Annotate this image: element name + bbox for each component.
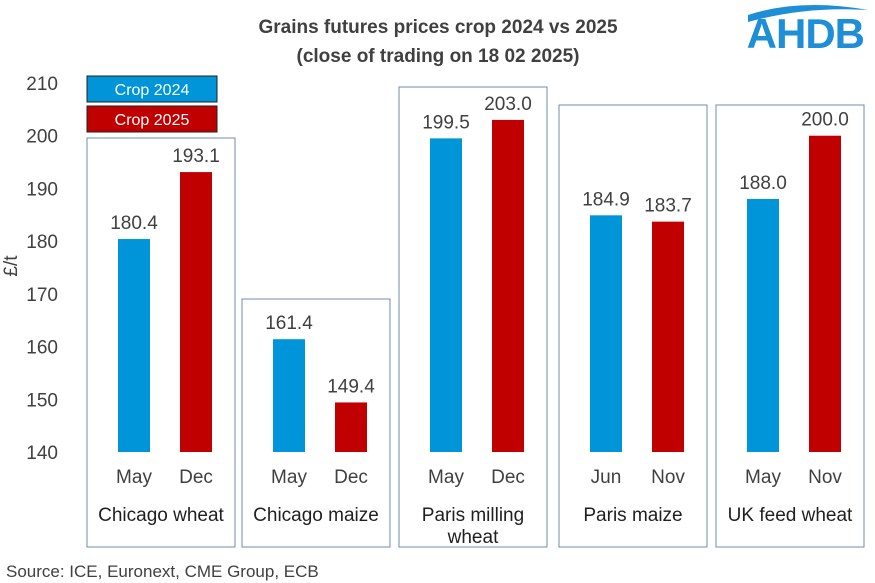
data-label: 183.7 (644, 196, 692, 217)
data-labels: 180.4 193.1 161.4 149.4 199.5 203.0 184.9 183.7… (110, 94, 849, 398)
y-tick-label: 190 (26, 179, 58, 200)
y-tick-label: 150 (26, 390, 58, 411)
category-label: May (116, 467, 152, 488)
data-label: 193.1 (172, 146, 220, 167)
group-label: Paris milling (422, 505, 524, 526)
y-tick-label: 200 (26, 127, 58, 148)
data-label: 180.4 (110, 213, 158, 234)
group-frames (86, 86, 865, 548)
category-labels: May Dec May Dec May Dec Jun Nov May Nov (116, 467, 842, 488)
y-tick-label: 160 (26, 338, 58, 359)
bar (273, 339, 305, 452)
bar (492, 119, 524, 453)
ahdb-logo: AHDB (747, 5, 868, 57)
y-tick-label: 210 (26, 74, 58, 95)
y-tick-label: 140 (26, 443, 58, 464)
legend-swatch (86, 75, 218, 103)
bar (118, 239, 150, 452)
category-label: May (271, 467, 307, 488)
bars (118, 119, 841, 453)
group-frame (241, 298, 391, 548)
logo-swoosh (748, 5, 868, 22)
legend-label: Crop 2025 (115, 112, 190, 129)
data-label: 161.4 (265, 313, 313, 334)
bar (335, 402, 367, 452)
group-frame (558, 104, 708, 548)
category-label: May (745, 467, 781, 488)
legend-swatch (86, 105, 218, 133)
category-label: Dec (491, 467, 525, 488)
group-label: Chicago wheat (98, 505, 224, 526)
chart-title-line-1: Grains futures prices crop 2024 vs 2025 (258, 17, 618, 38)
data-label: 203.0 (484, 94, 532, 115)
bar (652, 221, 684, 452)
chart-title: Grains futures prices crop 2024 vs 2025 … (258, 17, 618, 67)
legend: Crop 2024 Crop 2025 (86, 75, 218, 133)
group-label: UK feed wheat (728, 505, 853, 526)
data-label: 199.5 (422, 112, 470, 133)
group-label: Chicago maize (253, 505, 379, 526)
bar (590, 215, 622, 452)
data-label: 184.9 (582, 189, 630, 210)
data-label: 149.4 (327, 376, 375, 397)
logo-text: AHDB (747, 10, 864, 57)
bar (430, 138, 462, 452)
group-frame (715, 104, 865, 548)
category-label: Dec (179, 467, 213, 488)
group-label: wheat (447, 527, 499, 548)
category-label: Dec (334, 467, 368, 488)
category-label: Nov (808, 467, 842, 488)
source-note: Source: ICE, Euronext, CME Group, ECB (6, 562, 319, 581)
group-frame (86, 137, 236, 548)
bar (747, 198, 779, 452)
y-tick-label: 170 (26, 285, 58, 306)
group-label: Paris maize (583, 505, 682, 526)
bar (180, 172, 212, 452)
y-tick-label: 180 (26, 232, 58, 253)
category-label: May (428, 467, 464, 488)
data-label: 188.0 (739, 173, 787, 194)
group-labels: Chicago wheat Chicago maize Paris millingw… (98, 505, 853, 548)
group-frame (398, 86, 548, 548)
y-axis-label: £/t (1, 255, 22, 277)
y-axis: 140 150 160 170 180 190 200 210 (26, 74, 58, 464)
chart-title-line-2: (close of trading on 18 02 2025) (297, 46, 580, 67)
category-label: Nov (651, 467, 685, 488)
data-label: 200.0 (801, 110, 849, 131)
bar (809, 135, 841, 452)
legend-label: Crop 2024 (115, 82, 190, 99)
category-label: Jun (591, 467, 622, 488)
